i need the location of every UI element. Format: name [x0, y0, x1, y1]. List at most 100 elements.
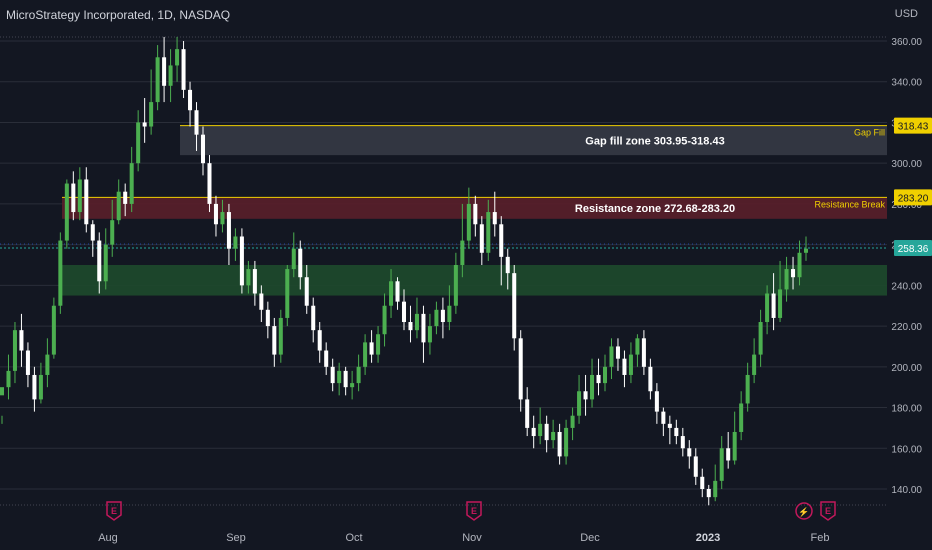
candle[interactable] — [350, 370, 355, 400]
candle[interactable] — [175, 36, 180, 82]
candle[interactable] — [557, 423, 562, 465]
candle[interactable] — [19, 313, 24, 367]
candle[interactable] — [395, 277, 400, 310]
candle[interactable] — [194, 102, 199, 151]
candle[interactable] — [531, 415, 536, 449]
candle[interactable] — [440, 297, 445, 339]
candle[interactable] — [427, 313, 432, 355]
candle[interactable] — [674, 419, 679, 445]
candle[interactable] — [272, 317, 277, 367]
candle[interactable] — [713, 464, 718, 502]
candle[interactable] — [583, 374, 588, 416]
candle[interactable] — [667, 415, 672, 445]
candle[interactable] — [771, 273, 776, 331]
candle[interactable] — [512, 265, 517, 351]
candle[interactable] — [551, 419, 556, 449]
candle[interactable] — [791, 256, 796, 290]
candle[interactable] — [648, 358, 653, 400]
candle[interactable] — [453, 252, 458, 314]
candle[interactable] — [797, 240, 802, 286]
candle[interactable] — [84, 167, 89, 233]
candle[interactable] — [213, 195, 218, 237]
candle[interactable] — [447, 285, 452, 331]
candle[interactable] — [181, 41, 186, 99]
candle[interactable] — [460, 203, 465, 278]
candle[interactable] — [291, 232, 296, 278]
candle[interactable] — [90, 220, 95, 257]
candle[interactable] — [739, 391, 744, 441]
candle[interactable] — [123, 183, 128, 217]
candle[interactable] — [252, 260, 257, 306]
candle[interactable] — [58, 232, 63, 314]
candle[interactable] — [421, 305, 426, 363]
candle[interactable] — [246, 260, 251, 294]
candle[interactable] — [525, 387, 530, 437]
candle[interactable] — [25, 342, 30, 388]
candle[interactable] — [77, 167, 82, 221]
candle[interactable] — [200, 126, 206, 176]
candle[interactable] — [726, 431, 731, 469]
candle[interactable] — [538, 407, 543, 445]
candle[interactable] — [155, 45, 160, 111]
candle[interactable] — [356, 354, 361, 392]
candle[interactable] — [635, 334, 640, 367]
candle[interactable] — [382, 293, 387, 347]
candle[interactable] — [265, 301, 270, 339]
candle[interactable] — [473, 195, 478, 237]
candle[interactable] — [706, 484, 711, 506]
candle[interactable] — [544, 415, 549, 453]
candle[interactable] — [505, 248, 510, 290]
candle[interactable] — [239, 228, 244, 294]
candle[interactable] — [596, 358, 601, 396]
candle[interactable] — [226, 203, 231, 265]
candle[interactable] — [745, 362, 750, 412]
candle[interactable] — [324, 342, 329, 375]
candle[interactable] — [45, 338, 50, 388]
dividend-marker[interactable]: ⚡ — [795, 502, 813, 520]
candle[interactable] — [778, 260, 783, 323]
candle[interactable] — [376, 326, 381, 363]
candle[interactable] — [64, 179, 69, 249]
candle[interactable] — [564, 419, 569, 465]
candle[interactable] — [784, 256, 789, 302]
candle[interactable] — [369, 330, 374, 363]
candle[interactable] — [499, 216, 504, 286]
candle[interactable] — [337, 362, 342, 396]
candle[interactable] — [116, 179, 121, 225]
candle[interactable] — [259, 285, 264, 323]
candle[interactable] — [97, 232, 102, 294]
candle[interactable] — [304, 265, 309, 314]
candle[interactable] — [602, 354, 608, 392]
candle[interactable] — [71, 171, 76, 221]
candle[interactable] — [389, 269, 394, 318]
candle[interactable] — [752, 338, 757, 384]
candle[interactable] — [110, 199, 115, 257]
earnings-marker[interactable]: E — [106, 501, 122, 521]
candle[interactable] — [803, 236, 809, 261]
candle[interactable] — [693, 448, 698, 485]
candle[interactable] — [628, 342, 633, 384]
candle[interactable] — [401, 289, 407, 331]
candle[interactable] — [590, 358, 595, 408]
candle[interactable] — [142, 98, 147, 143]
candle[interactable] — [492, 191, 497, 237]
candle[interactable] — [570, 407, 575, 441]
candle[interactable] — [149, 69, 154, 135]
candle[interactable] — [486, 199, 491, 261]
candle[interactable] — [136, 110, 141, 172]
candle[interactable] — [343, 366, 348, 396]
candle[interactable] — [51, 297, 56, 359]
candle[interactable] — [719, 436, 724, 489]
candle[interactable] — [654, 383, 659, 424]
candle[interactable] — [641, 330, 646, 375]
candle[interactable] — [103, 228, 108, 290]
candle[interactable] — [162, 36, 167, 103]
candle[interactable] — [408, 305, 413, 343]
candle[interactable] — [207, 155, 212, 213]
candle[interactable] — [518, 330, 523, 412]
candle[interactable] — [615, 338, 620, 371]
candle[interactable] — [278, 309, 283, 363]
candle[interactable] — [330, 358, 335, 392]
earnings-marker[interactable]: E — [466, 501, 482, 521]
